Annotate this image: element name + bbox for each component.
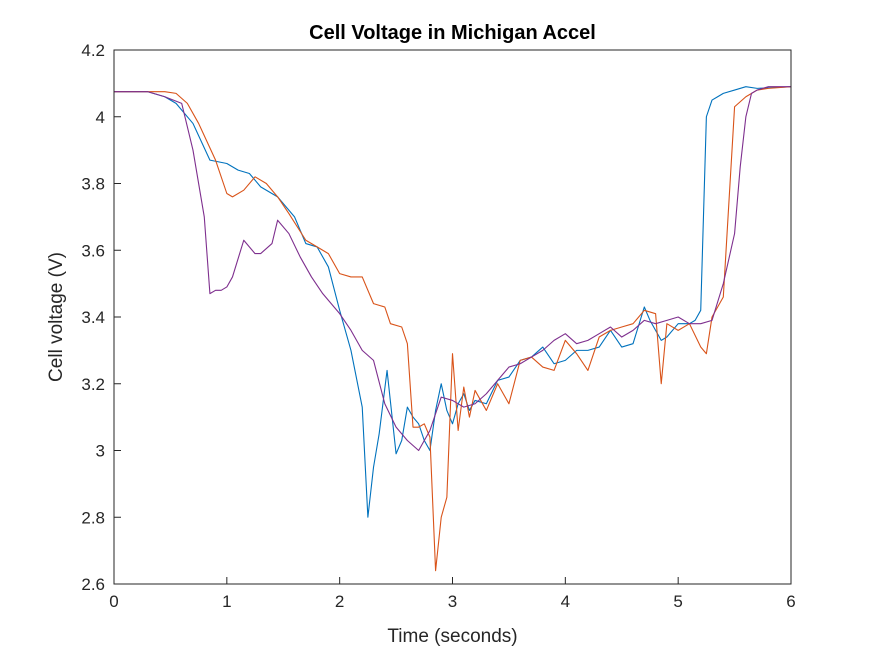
x-axis-label: Time (seconds) — [387, 626, 517, 647]
x-tick-label: 2 — [335, 592, 344, 611]
series-line-1 — [114, 86, 792, 518]
y-axis: 2.6 2.8 3 3.2 3.4 3.6 3.8 4 4.2 — [81, 41, 121, 594]
plot-area — [114, 50, 791, 584]
y-tick-label: 2.6 — [81, 575, 105, 594]
x-tick-label: 6 — [786, 592, 795, 611]
x-tick-label: 4 — [561, 592, 570, 611]
y-tick-label: 3.2 — [81, 375, 105, 394]
y-tick-label: 3.6 — [81, 241, 105, 260]
series-layer — [114, 86, 792, 572]
y-tick-label: 3 — [96, 442, 105, 461]
x-tick-label: 1 — [222, 592, 231, 611]
series-line-2 — [114, 86, 792, 572]
x-tick-label: 5 — [673, 592, 682, 611]
y-tick-label: 3.8 — [81, 175, 105, 194]
x-tick-label: 3 — [448, 592, 457, 611]
y-axis-label: Cell voltage (V) — [46, 252, 67, 382]
y-tick-label: 4.2 — [81, 41, 105, 60]
x-tick-label: 0 — [109, 592, 118, 611]
series-line-3 — [114, 86, 791, 452]
y-tick-label: 4 — [96, 108, 105, 127]
y-tick-label: 2.8 — [81, 508, 105, 527]
y-tick-label: 3.4 — [81, 308, 105, 327]
chart-title: Cell Voltage in Michigan Accel — [309, 22, 596, 44]
x-axis: 0 1 2 3 4 5 6 — [109, 577, 796, 611]
